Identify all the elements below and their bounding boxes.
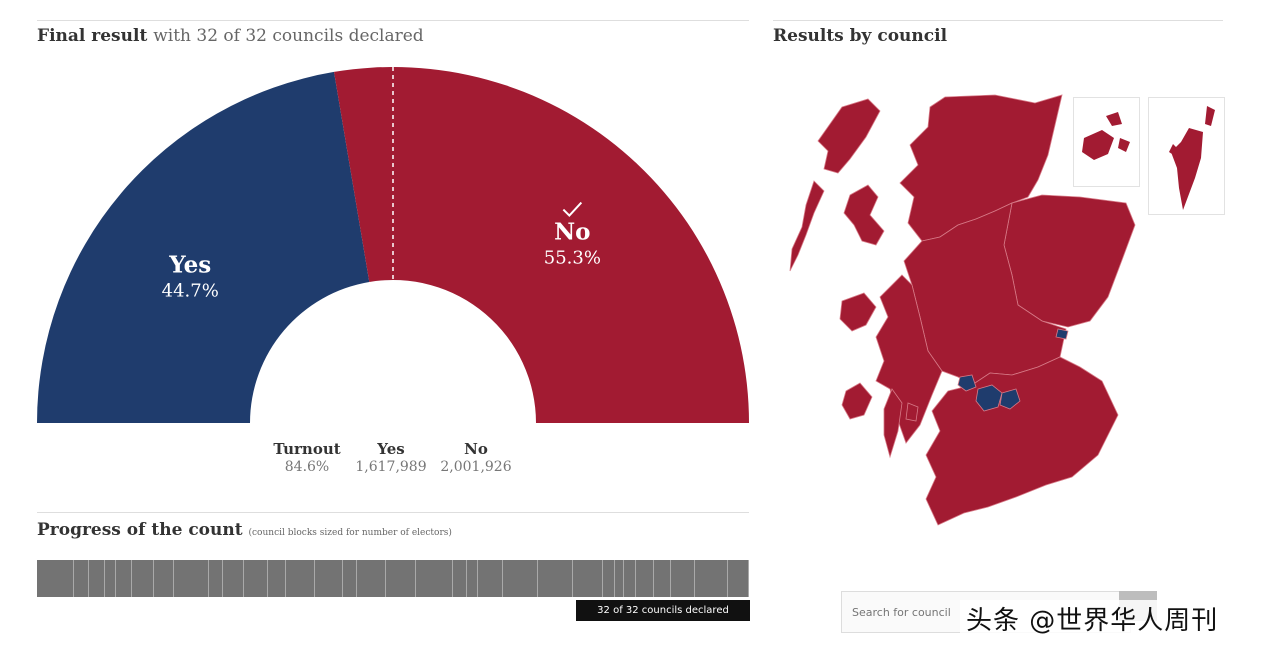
council-block: [315, 560, 343, 597]
scotland-map[interactable]: [780, 85, 1140, 535]
yes-label: Yes: [377, 440, 405, 458]
council-block: [538, 560, 573, 597]
progress-title: Progress of the count (council blocks si…: [37, 520, 452, 540]
council-block: [173, 560, 209, 597]
value-yes: 44.7%: [162, 281, 219, 302]
progress-note: (council blocks sized for number of elec…: [248, 528, 452, 538]
shetland-map[interactable]: [1149, 98, 1224, 214]
label-no: No: [554, 219, 590, 246]
map-title: Results by council: [773, 26, 948, 46]
council-outer-hebrides[interactable]: [817, 98, 881, 174]
orkney-map[interactable]: [1074, 98, 1139, 186]
council-block: [243, 560, 269, 597]
watermark: 头条 @世界华人周刊: [960, 600, 1225, 637]
council-kintyre[interactable]: [883, 388, 903, 459]
council-dundee[interactable]: [1055, 328, 1069, 340]
council-north-lanarkshire[interactable]: [999, 388, 1021, 410]
council-block: [636, 560, 654, 597]
council-block: [614, 560, 625, 597]
council-block: [602, 560, 615, 597]
council-block: [453, 560, 467, 597]
council-western-isles-south[interactable]: [789, 180, 825, 272]
council-block: [89, 560, 106, 597]
council-skye[interactable]: [843, 184, 885, 246]
top-rule-map: [773, 20, 1223, 21]
council-block: [694, 560, 729, 597]
council-west-dunbartonshire[interactable]: [957, 374, 977, 392]
council-block: [153, 560, 174, 597]
progress-title-text: Progress of the count: [37, 520, 243, 540]
council-block: [671, 560, 695, 597]
council-block: [478, 560, 504, 597]
value-no: 55.3%: [544, 248, 601, 269]
council-block: [105, 560, 116, 597]
council-islay[interactable]: [841, 382, 873, 420]
chart-title-text: Final result: [37, 26, 148, 46]
count-progress-bar: [37, 560, 749, 597]
council-block: [285, 560, 316, 597]
council-block: [268, 560, 286, 597]
council-south[interactable]: [925, 356, 1119, 526]
slice-no[interactable]: [333, 67, 749, 424]
council-block: [208, 560, 223, 597]
council-glasgow[interactable]: [975, 384, 1003, 412]
council-north-east[interactable]: [1003, 194, 1136, 328]
council-block: [131, 560, 154, 597]
no-label: No: [464, 440, 488, 458]
turnout-label: Turnout: [273, 440, 341, 458]
council-block: [503, 560, 539, 597]
council-block: [357, 560, 386, 597]
turnout-value: 84.6%: [284, 459, 330, 475]
shetland-inset: [1148, 97, 1225, 215]
council-block: [624, 560, 637, 597]
council-block: [728, 560, 749, 597]
stat-yes: Yes 1,617,989: [351, 440, 431, 475]
council-argyll[interactable]: [875, 274, 943, 444]
council-block: [572, 560, 603, 597]
semicircle-chart: Yes 44.7% No 55.3%: [37, 67, 749, 424]
council-mull[interactable]: [839, 292, 877, 332]
stat-turnout: Turnout 84.6%: [262, 440, 352, 475]
no-votes: 2,001,926: [440, 459, 512, 475]
mid-rule: [37, 512, 749, 513]
top-rule: [37, 20, 749, 21]
council-arran[interactable]: [905, 402, 919, 422]
slice-yes[interactable]: [37, 71, 370, 423]
result-stats: Turnout 84.6% Yes 1,617,989 No 2,001,926: [0, 440, 790, 480]
council-block: [115, 560, 132, 597]
council-block: [73, 560, 90, 597]
council-block: [653, 560, 672, 597]
council-block: [385, 560, 417, 597]
chart-subtitle: with 32 of 32 councils declared: [153, 26, 424, 46]
council-block: [342, 560, 358, 597]
yes-votes: 1,617,989: [355, 459, 427, 475]
council-block: [37, 560, 74, 597]
chart-title: Final result with 32 of 32 councils decl…: [37, 26, 424, 46]
council-block: [466, 560, 479, 597]
stat-no: No 2,001,926: [436, 440, 516, 475]
council-block: [222, 560, 244, 597]
label-yes: Yes: [168, 252, 211, 279]
orkney-inset: [1073, 97, 1140, 187]
checkmark-icon: [562, 201, 583, 217]
declared-badge: 32 of 32 councils declared: [576, 600, 750, 621]
council-block: [416, 560, 454, 597]
